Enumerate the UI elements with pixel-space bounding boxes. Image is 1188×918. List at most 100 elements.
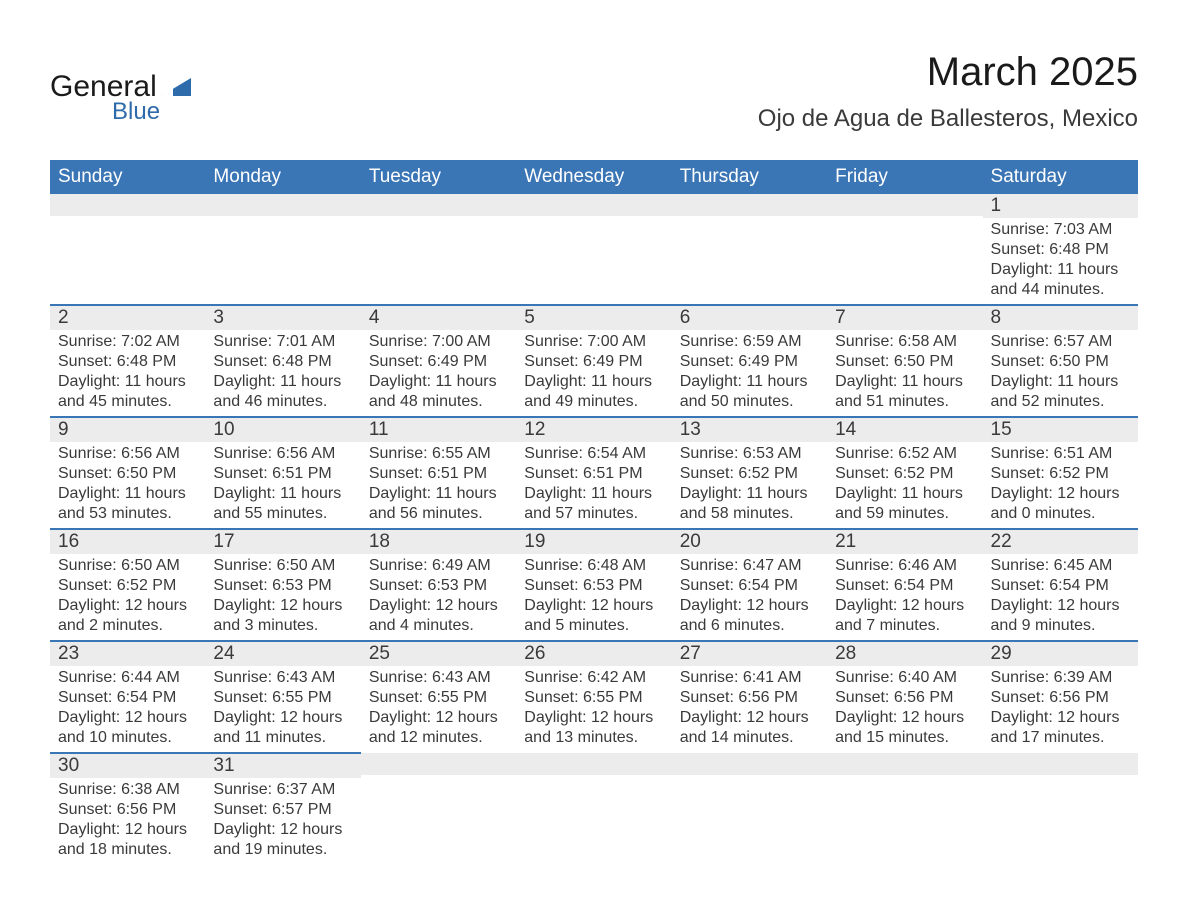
daylight-line: Daylight: 12 hours and 13 minutes. — [524, 708, 663, 748]
day-number: 3 — [205, 306, 360, 330]
day-content: Sunrise: 6:40 AMSunset: 6:56 PMDaylight:… — [827, 666, 982, 752]
sunset-line: Sunset: 6:50 PM — [835, 352, 974, 372]
day-content: Sunrise: 7:01 AMSunset: 6:48 PMDaylight:… — [205, 330, 360, 416]
weekday-header: Thursday — [672, 160, 827, 194]
calendar-cell: 18Sunrise: 6:49 AMSunset: 6:53 PMDayligh… — [361, 529, 516, 641]
daylight-line: Daylight: 12 hours and 18 minutes. — [58, 820, 197, 860]
daycontent-empty — [983, 775, 1138, 851]
day-number: 31 — [205, 754, 360, 778]
daynum-empty — [205, 194, 360, 216]
calendar-week-row: 2Sunrise: 7:02 AMSunset: 6:48 PMDaylight… — [50, 305, 1138, 417]
calendar-cell: 15Sunrise: 6:51 AMSunset: 6:52 PMDayligh… — [983, 417, 1138, 529]
sunrise-line: Sunrise: 6:46 AM — [835, 556, 974, 576]
sunset-line: Sunset: 6:53 PM — [369, 576, 508, 596]
logo-word-blue: Blue — [112, 98, 160, 126]
daylight-line: Daylight: 11 hours and 44 minutes. — [991, 260, 1130, 300]
day-number: 22 — [983, 530, 1138, 554]
sunset-line: Sunset: 6:48 PM — [213, 352, 352, 372]
sunset-line: Sunset: 6:52 PM — [835, 464, 974, 484]
day-number: 1 — [983, 194, 1138, 218]
sunset-line: Sunset: 6:50 PM — [991, 352, 1130, 372]
calendar-cell — [516, 753, 671, 864]
calendar-cell: 17Sunrise: 6:50 AMSunset: 6:53 PMDayligh… — [205, 529, 360, 641]
sunrise-line: Sunrise: 7:00 AM — [369, 332, 508, 352]
calendar-cell — [50, 194, 205, 305]
day-number: 21 — [827, 530, 982, 554]
calendar-cell: 28Sunrise: 6:40 AMSunset: 6:56 PMDayligh… — [827, 641, 982, 753]
sunset-line: Sunset: 6:55 PM — [213, 688, 352, 708]
day-content: Sunrise: 7:00 AMSunset: 6:49 PMDaylight:… — [361, 330, 516, 416]
sunset-line: Sunset: 6:49 PM — [369, 352, 508, 372]
day-content: Sunrise: 6:43 AMSunset: 6:55 PMDaylight:… — [361, 666, 516, 752]
sunset-line: Sunset: 6:49 PM — [680, 352, 819, 372]
day-content: Sunrise: 6:50 AMSunset: 6:52 PMDaylight:… — [50, 554, 205, 640]
sunset-line: Sunset: 6:53 PM — [524, 576, 663, 596]
calendar-cell: 9Sunrise: 6:56 AMSunset: 6:50 PMDaylight… — [50, 417, 205, 529]
daylight-line: Daylight: 11 hours and 51 minutes. — [835, 372, 974, 412]
sunset-line: Sunset: 6:56 PM — [58, 800, 197, 820]
sunset-line: Sunset: 6:49 PM — [524, 352, 663, 372]
day-number: 15 — [983, 418, 1138, 442]
weekday-header: Tuesday — [361, 160, 516, 194]
daylight-line: Daylight: 11 hours and 50 minutes. — [680, 372, 819, 412]
day-number: 20 — [672, 530, 827, 554]
daynum-empty — [672, 753, 827, 775]
calendar-header-row: SundayMondayTuesdayWednesdayThursdayFrid… — [50, 160, 1138, 194]
day-content: Sunrise: 6:42 AMSunset: 6:55 PMDaylight:… — [516, 666, 671, 752]
day-content: Sunrise: 6:44 AMSunset: 6:54 PMDaylight:… — [50, 666, 205, 752]
day-content: Sunrise: 6:49 AMSunset: 6:53 PMDaylight:… — [361, 554, 516, 640]
calendar-cell: 22Sunrise: 6:45 AMSunset: 6:54 PMDayligh… — [983, 529, 1138, 641]
daycontent-empty — [361, 216, 516, 292]
day-content: Sunrise: 6:53 AMSunset: 6:52 PMDaylight:… — [672, 442, 827, 528]
sunset-line: Sunset: 6:52 PM — [680, 464, 819, 484]
logo: General Blue — [50, 70, 191, 126]
sunrise-line: Sunrise: 6:42 AM — [524, 668, 663, 688]
daylight-line: Daylight: 11 hours and 46 minutes. — [213, 372, 352, 412]
daylight-line: Daylight: 11 hours and 55 minutes. — [213, 484, 352, 524]
day-number: 19 — [516, 530, 671, 554]
day-content: Sunrise: 6:43 AMSunset: 6:55 PMDaylight:… — [205, 666, 360, 752]
sunrise-line: Sunrise: 6:59 AM — [680, 332, 819, 352]
day-content: Sunrise: 6:45 AMSunset: 6:54 PMDaylight:… — [983, 554, 1138, 640]
calendar-cell: 14Sunrise: 6:52 AMSunset: 6:52 PMDayligh… — [827, 417, 982, 529]
day-number: 4 — [361, 306, 516, 330]
day-content: Sunrise: 6:50 AMSunset: 6:53 PMDaylight:… — [205, 554, 360, 640]
sunrise-line: Sunrise: 6:50 AM — [213, 556, 352, 576]
sunrise-line: Sunrise: 6:57 AM — [991, 332, 1130, 352]
daynum-empty — [827, 194, 982, 216]
calendar-cell: 19Sunrise: 6:48 AMSunset: 6:53 PMDayligh… — [516, 529, 671, 641]
sunrise-line: Sunrise: 6:37 AM — [213, 780, 352, 800]
page-title: March 2025 — [758, 50, 1138, 95]
day-content: Sunrise: 6:57 AMSunset: 6:50 PMDaylight:… — [983, 330, 1138, 416]
calendar-cell: 2Sunrise: 7:02 AMSunset: 6:48 PMDaylight… — [50, 305, 205, 417]
daylight-line: Daylight: 11 hours and 57 minutes. — [524, 484, 663, 524]
day-content: Sunrise: 6:55 AMSunset: 6:51 PMDaylight:… — [361, 442, 516, 528]
calendar-cell — [672, 753, 827, 864]
sunset-line: Sunset: 6:56 PM — [835, 688, 974, 708]
sunrise-line: Sunrise: 6:52 AM — [835, 444, 974, 464]
day-number: 2 — [50, 306, 205, 330]
sunset-line: Sunset: 6:48 PM — [991, 240, 1130, 260]
calendar-cell: 1Sunrise: 7:03 AMSunset: 6:48 PMDaylight… — [983, 194, 1138, 305]
sunset-line: Sunset: 6:50 PM — [58, 464, 197, 484]
day-number: 26 — [516, 642, 671, 666]
daylight-line: Daylight: 12 hours and 15 minutes. — [835, 708, 974, 748]
weekday-header: Friday — [827, 160, 982, 194]
calendar-cell: 7Sunrise: 6:58 AMSunset: 6:50 PMDaylight… — [827, 305, 982, 417]
daylight-line: Daylight: 11 hours and 45 minutes. — [58, 372, 197, 412]
daycontent-empty — [361, 775, 516, 851]
sunset-line: Sunset: 6:57 PM — [213, 800, 352, 820]
daylight-line: Daylight: 11 hours and 48 minutes. — [369, 372, 508, 412]
daylight-line: Daylight: 11 hours and 49 minutes. — [524, 372, 663, 412]
sunrise-line: Sunrise: 7:03 AM — [991, 220, 1130, 240]
daycontent-empty — [205, 216, 360, 292]
sunrise-line: Sunrise: 6:53 AM — [680, 444, 819, 464]
sunset-line: Sunset: 6:51 PM — [213, 464, 352, 484]
day-number: 11 — [361, 418, 516, 442]
sunrise-line: Sunrise: 6:44 AM — [58, 668, 197, 688]
weekday-header: Sunday — [50, 160, 205, 194]
page-header: General Blue March 2025 Ojo de Agua de B… — [50, 50, 1138, 160]
day-content: Sunrise: 6:38 AMSunset: 6:56 PMDaylight:… — [50, 778, 205, 864]
day-content: Sunrise: 6:54 AMSunset: 6:51 PMDaylight:… — [516, 442, 671, 528]
daycontent-empty — [50, 216, 205, 292]
